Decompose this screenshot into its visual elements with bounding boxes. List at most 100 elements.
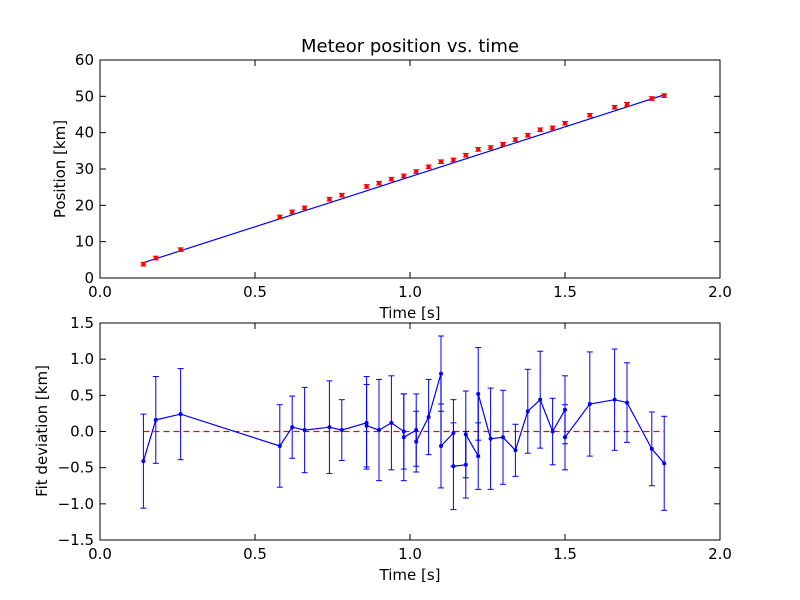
position-point bbox=[512, 137, 519, 142]
deviation-chart: 0.0 0.5 1.0 1.5 2.01.51.00.50.0−0.5−1.0−1.5 … bbox=[33, 314, 732, 584]
deviation-point bbox=[289, 395, 296, 459]
y-tick-label: 60 bbox=[75, 51, 94, 69]
deviation-point bbox=[549, 397, 556, 466]
data-marker bbox=[463, 152, 468, 158]
deviation-point bbox=[413, 410, 420, 473]
data-marker bbox=[538, 397, 543, 402]
deviation-point bbox=[301, 386, 308, 474]
deviation-point bbox=[537, 350, 544, 449]
data-marker bbox=[513, 448, 518, 453]
data-marker bbox=[277, 214, 282, 220]
data-marker bbox=[662, 93, 667, 98]
deviation-point bbox=[524, 368, 531, 454]
data-marker bbox=[426, 415, 431, 420]
y-tick-label: 20 bbox=[75, 196, 94, 214]
data-marker bbox=[414, 169, 419, 174]
data-marker bbox=[525, 133, 530, 138]
data-marker bbox=[587, 402, 592, 407]
position-point bbox=[338, 192, 345, 198]
data-marker bbox=[302, 205, 307, 211]
position-point bbox=[450, 157, 457, 163]
y-tick-label: −0.5 bbox=[58, 459, 94, 477]
data-marker bbox=[277, 443, 282, 448]
position-point bbox=[152, 255, 159, 261]
deviation-point bbox=[462, 390, 469, 479]
deviation-point bbox=[475, 347, 482, 441]
data-marker bbox=[290, 425, 295, 430]
data-marker bbox=[612, 105, 617, 110]
data-marker bbox=[439, 443, 443, 448]
x-tick-label: 0.5 bbox=[243, 283, 267, 301]
data-marker bbox=[463, 432, 468, 437]
position-point bbox=[276, 214, 283, 220]
data-marker bbox=[476, 391, 481, 396]
data-marker bbox=[339, 428, 344, 433]
deviation-point bbox=[661, 415, 668, 511]
x-tick-label: 0.5 bbox=[243, 545, 267, 563]
data-marker bbox=[364, 184, 369, 189]
x-tick-label: 0.0 bbox=[88, 283, 112, 301]
deviation-point bbox=[586, 351, 593, 457]
data-marker bbox=[488, 436, 493, 441]
deviation-point bbox=[177, 368, 184, 461]
deviation-axis-ticks: 0.0 0.5 1.0 1.5 2.0 1.5 1.0 0.5 0.0 −0.5 −1.0 −1.5 bbox=[58, 314, 732, 563]
y-tick-label: 0 bbox=[84, 269, 94, 287]
data-marker bbox=[438, 159, 444, 164]
data-marker bbox=[377, 428, 381, 433]
position-point bbox=[524, 132, 531, 138]
data-marker bbox=[649, 446, 654, 451]
data-marker bbox=[476, 147, 481, 152]
x-tick-label: 1.0 bbox=[398, 283, 422, 301]
deviation-point bbox=[487, 387, 494, 490]
data-marker bbox=[141, 261, 146, 267]
deviation-point bbox=[512, 423, 519, 477]
position-point bbox=[487, 145, 494, 150]
data-marker bbox=[662, 461, 667, 466]
deviation-point bbox=[376, 378, 382, 482]
deviation-point bbox=[648, 411, 655, 487]
data-marker bbox=[624, 102, 630, 107]
data-marker bbox=[178, 247, 183, 252]
y-tick-label: −1.0 bbox=[58, 495, 94, 513]
position-chart-title: Meteor position vs. time bbox=[301, 36, 519, 57]
deviation-y-axis-label: Fit deviation [km] bbox=[33, 365, 51, 497]
position-chart: Meteor position vs. time 0.0 0.5 1.0 1.5 2.0… bbox=[51, 36, 732, 322]
data-marker bbox=[302, 428, 307, 433]
data-marker bbox=[141, 459, 146, 464]
position-data-points bbox=[140, 93, 668, 267]
x-tick-label: 1.5 bbox=[553, 283, 577, 301]
data-marker bbox=[439, 371, 443, 376]
data-marker bbox=[339, 192, 344, 198]
position-point bbox=[376, 180, 382, 186]
data-marker bbox=[587, 113, 592, 118]
data-marker bbox=[550, 125, 555, 131]
data-marker bbox=[649, 96, 654, 101]
deviation-point bbox=[326, 380, 333, 474]
deviation-point bbox=[276, 404, 283, 488]
x-tick-label: 2.0 bbox=[708, 283, 732, 301]
deviation-point bbox=[611, 348, 618, 451]
position-point bbox=[462, 152, 469, 158]
position-point bbox=[413, 169, 420, 174]
position-point bbox=[326, 196, 333, 202]
data-marker bbox=[562, 121, 568, 126]
deviation-point bbox=[140, 413, 147, 509]
data-marker bbox=[389, 176, 394, 182]
position-point bbox=[289, 209, 296, 215]
data-marker bbox=[327, 425, 332, 430]
position-point bbox=[400, 173, 407, 179]
position-point bbox=[611, 104, 618, 110]
x-tick-label: 1.5 bbox=[553, 545, 577, 563]
data-marker bbox=[538, 127, 543, 132]
data-marker bbox=[426, 164, 431, 170]
x-tick-label: 2.0 bbox=[708, 545, 732, 563]
deviation-point bbox=[450, 422, 457, 511]
position-point bbox=[648, 96, 655, 101]
position-point bbox=[363, 184, 370, 189]
position-point bbox=[301, 205, 308, 211]
position-point bbox=[388, 176, 395, 182]
x-tick-label: 0.0 bbox=[88, 545, 112, 563]
data-marker bbox=[513, 137, 518, 142]
y-tick-label: 0.0 bbox=[70, 423, 94, 441]
fit-line bbox=[143, 94, 665, 264]
